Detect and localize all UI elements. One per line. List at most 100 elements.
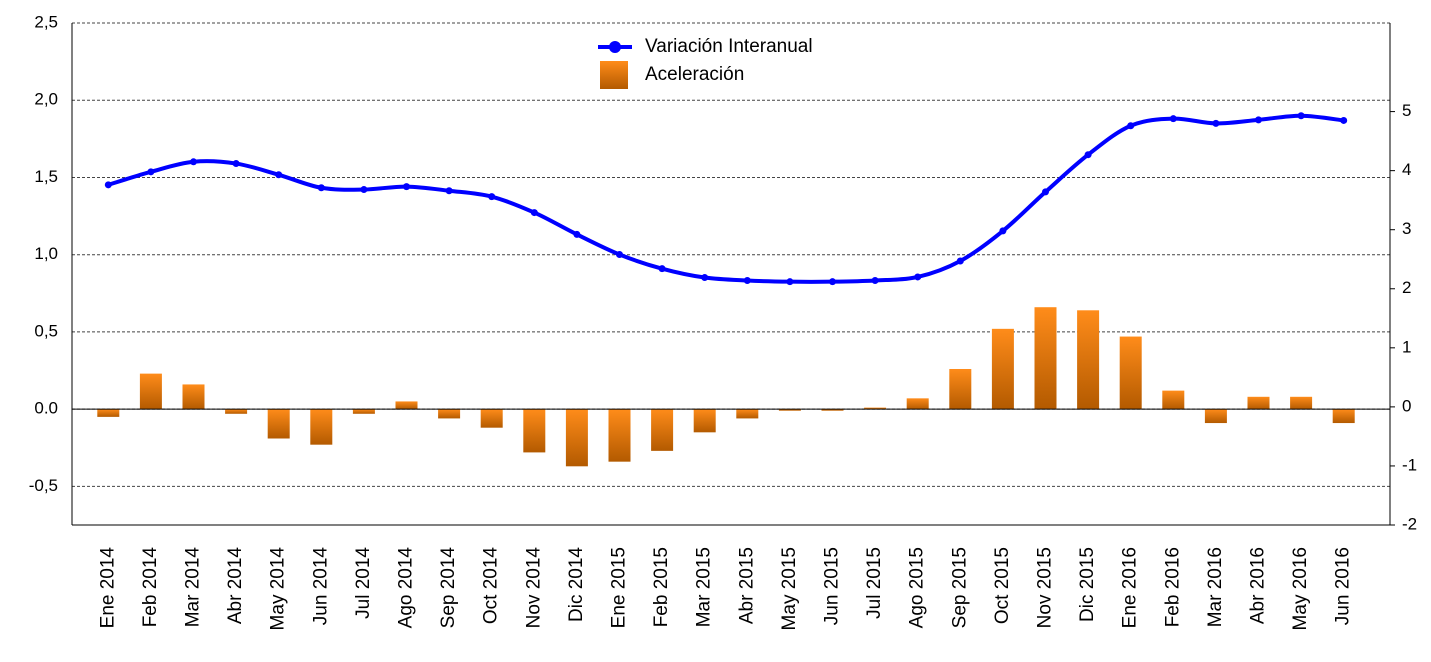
bar	[182, 384, 205, 410]
marker	[445, 187, 453, 195]
marker	[1212, 119, 1220, 127]
marker	[275, 171, 283, 179]
x-tick-label: Abr 2015	[736, 547, 757, 624]
y-tick-label: -0,5	[29, 476, 58, 495]
bar	[778, 409, 801, 411]
x-tick-label: Jul 2015	[864, 547, 885, 619]
line	[107, 113, 1344, 284]
bar	[565, 409, 588, 467]
x-tick-label: Feb 2016	[1162, 547, 1183, 627]
marker	[914, 273, 922, 281]
y2-tick-label: 0	[1402, 396, 1411, 415]
marker	[829, 278, 836, 286]
bar	[1204, 409, 1227, 424]
y2-tick-label: 2	[1402, 278, 1411, 297]
bar	[1332, 409, 1355, 424]
legend-marker	[609, 41, 621, 53]
x-tick-label: Ene 2016	[1120, 547, 1141, 628]
marker	[1084, 151, 1092, 159]
marker	[1255, 116, 1262, 124]
bar	[1162, 390, 1185, 410]
bar	[651, 409, 674, 451]
x-tick-label: May 2014	[268, 547, 289, 631]
bar	[1034, 307, 1057, 410]
x-tick-label: Ene 2015	[609, 547, 630, 628]
bar	[523, 409, 546, 453]
bar	[1290, 396, 1313, 410]
marker	[871, 276, 879, 284]
y-tick-label: 0.0	[34, 399, 58, 418]
marker	[317, 184, 325, 192]
x-tick-label: Ene 2014	[97, 547, 118, 629]
x-tick-label: Nov 2014	[523, 547, 544, 629]
x-tick-label: Oct 2015	[992, 547, 1013, 624]
legend-label: Variación Interanual	[645, 36, 813, 57]
x-tick-label: May 2015	[779, 547, 800, 630]
x-tick-label: Jun 2015	[822, 547, 843, 625]
bar	[821, 409, 844, 411]
legend-swatch	[600, 61, 628, 89]
x-tick-label: Oct 2014	[481, 547, 502, 625]
marker	[488, 193, 496, 201]
y2-tick-label: 5	[1402, 101, 1411, 120]
y-tick-label: 2,0	[34, 90, 58, 109]
x-tick-label: Sep 2014	[438, 547, 459, 629]
x-tick-label: Jun 2016	[1333, 547, 1354, 625]
marker	[1042, 188, 1049, 196]
x-tick-label: Ago 2014	[396, 547, 417, 629]
marker	[530, 209, 538, 217]
x-tick-label: May 2016	[1290, 547, 1311, 630]
marker	[147, 168, 155, 176]
x-tick-label: Sep 2015	[949, 547, 970, 628]
x-tick-label: Dic 2014	[566, 547, 587, 622]
marker	[190, 158, 197, 166]
bar	[1077, 310, 1100, 410]
marker	[1340, 116, 1348, 124]
bar	[608, 409, 631, 462]
bar	[267, 409, 290, 439]
bar	[438, 409, 461, 419]
marker	[786, 278, 794, 286]
marker	[743, 276, 751, 284]
marker	[232, 160, 240, 168]
bar	[991, 328, 1014, 410]
y2-tick-label: -2	[1402, 514, 1417, 533]
marker	[616, 251, 623, 259]
bar	[352, 409, 375, 414]
y2-tick-label: 4	[1402, 160, 1411, 179]
x-tick-label: Mar 2015	[694, 547, 715, 627]
x-tick-label: Abr 2016	[1248, 547, 1269, 624]
x-tick-label: Feb 2015	[651, 547, 672, 627]
bar	[864, 407, 887, 410]
bar	[225, 409, 248, 414]
x-tick-label: Dic 2015	[1077, 547, 1098, 622]
bar	[139, 373, 162, 410]
marker	[956, 257, 964, 265]
x-tick-label: Abr 2014	[225, 547, 246, 625]
marker	[360, 186, 368, 194]
y-tick-label: 2,5	[34, 12, 58, 31]
bar	[949, 368, 972, 410]
x-tick-label: Jun 2014	[310, 547, 331, 626]
marker	[658, 265, 666, 273]
y-tick-label: 0,5	[34, 321, 58, 340]
y-tick-label: 1,0	[34, 244, 58, 263]
x-tick-label: Feb 2014	[140, 547, 161, 628]
marker	[1297, 112, 1305, 120]
y2-tick-label: 3	[1402, 219, 1411, 238]
x-tick-label: Mar 2016	[1205, 547, 1226, 627]
bar	[693, 409, 716, 433]
marker	[999, 227, 1007, 235]
bar	[1119, 336, 1142, 410]
legend-label: Aceleración	[645, 64, 744, 85]
x-tick-label: Ago 2015	[907, 547, 928, 628]
marker	[403, 183, 410, 191]
bar	[906, 398, 929, 410]
bar	[310, 409, 333, 445]
marker	[701, 274, 709, 282]
bar	[97, 409, 120, 417]
marker	[1169, 115, 1177, 123]
y-tick-label: 1,5	[34, 167, 58, 186]
x-tick-label: Nov 2015	[1035, 547, 1056, 628]
